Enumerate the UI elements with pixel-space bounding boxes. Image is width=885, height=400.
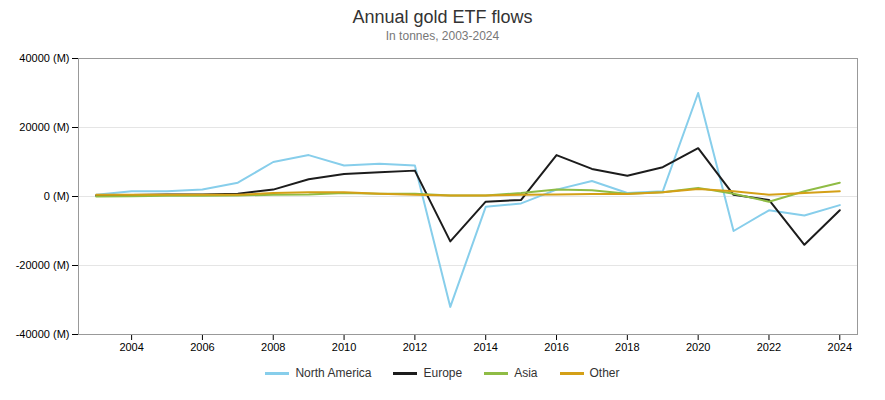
svg-text:20000 (M): 20000 (M) xyxy=(19,121,69,133)
svg-text:-40000 (M): -40000 (M) xyxy=(16,328,70,340)
svg-text:2022: 2022 xyxy=(757,341,781,353)
svg-text:2014: 2014 xyxy=(473,341,497,353)
svg-text:2010: 2010 xyxy=(332,341,356,353)
svg-text:2016: 2016 xyxy=(544,341,568,353)
svg-text:2004: 2004 xyxy=(119,341,143,353)
svg-text:2008: 2008 xyxy=(261,341,285,353)
html-text:Annual gold ETF flows: Annual gold ETF flows xyxy=(352,7,533,27)
svg-text:2020: 2020 xyxy=(686,341,710,353)
html-text:Europe: Europe xyxy=(423,366,463,380)
html-text:North America: North America xyxy=(295,366,372,380)
svg-text:0 (M): 0 (M) xyxy=(44,190,70,202)
svg-text:2024: 2024 xyxy=(828,341,852,353)
svg-text:-20000 (M): -20000 (M) xyxy=(16,259,70,271)
svg-text:2018: 2018 xyxy=(615,341,639,353)
svg-text:2012: 2012 xyxy=(403,341,427,353)
svg-text:2006: 2006 xyxy=(190,341,214,353)
html-text:Asia: Asia xyxy=(514,366,538,380)
html-text:In tonnes, 2003-2024: In tonnes, 2003-2024 xyxy=(385,29,500,43)
html-text:Other: Other xyxy=(589,366,620,380)
svg-text:40000 (M): 40000 (M) xyxy=(19,52,69,64)
